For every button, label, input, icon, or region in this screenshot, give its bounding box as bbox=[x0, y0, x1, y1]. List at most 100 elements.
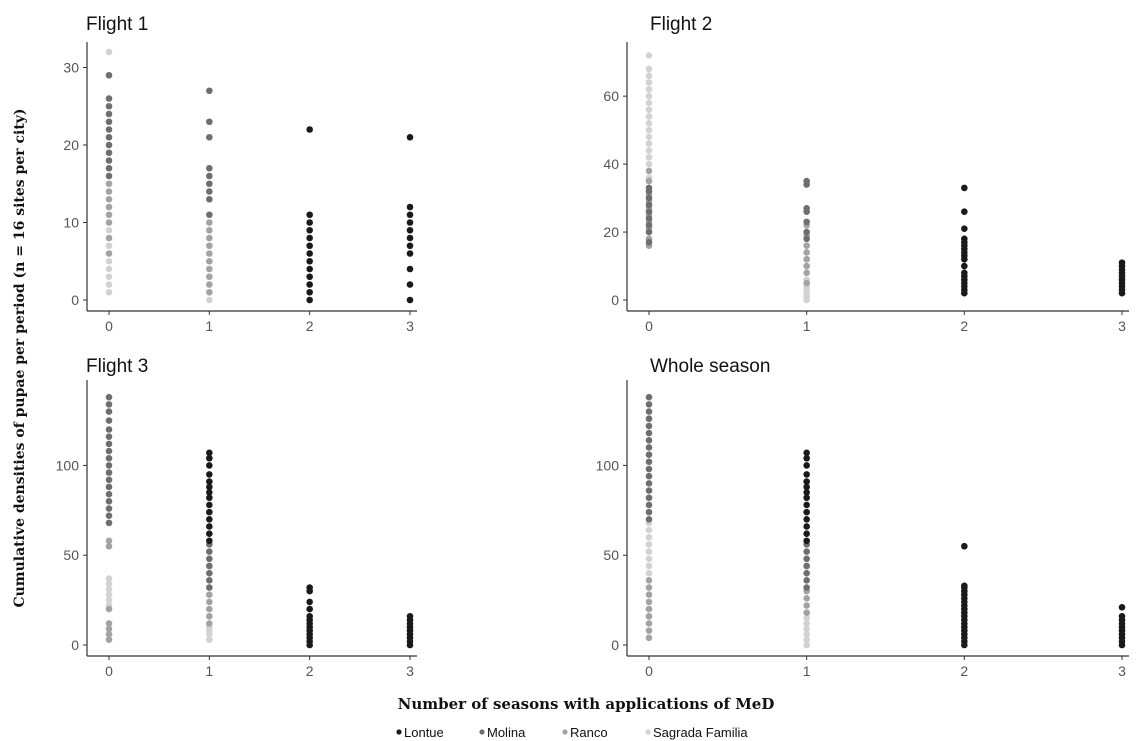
data-point bbox=[645, 562, 653, 570]
data-point bbox=[803, 562, 810, 570]
data-point bbox=[105, 462, 113, 469]
data-point bbox=[803, 584, 810, 591]
data-point bbox=[645, 422, 653, 430]
x-tick-label: 0 bbox=[645, 318, 653, 334]
data-point bbox=[105, 408, 113, 415]
legend-marker bbox=[645, 729, 651, 735]
data-point bbox=[105, 401, 113, 408]
data-point bbox=[105, 126, 113, 133]
data-point bbox=[105, 417, 113, 424]
panel-title: Whole season bbox=[650, 356, 770, 377]
y-tick-label: 50 bbox=[603, 547, 619, 563]
data-point bbox=[206, 234, 213, 242]
data-point bbox=[645, 221, 653, 229]
data-point bbox=[306, 265, 313, 273]
data-point bbox=[105, 605, 113, 613]
data-point bbox=[105, 273, 113, 281]
data-point bbox=[645, 393, 653, 401]
x-tick-label: 3 bbox=[1118, 663, 1126, 679]
data-point bbox=[645, 584, 653, 591]
data-point bbox=[803, 449, 810, 457]
data-point bbox=[645, 444, 653, 451]
series-molina bbox=[105, 71, 213, 219]
data-point bbox=[803, 555, 810, 563]
y-tick-label: 0 bbox=[611, 637, 619, 653]
data-point bbox=[105, 172, 113, 180]
data-point bbox=[645, 140, 653, 148]
data-point bbox=[105, 257, 113, 265]
data-point bbox=[803, 242, 810, 249]
data-point bbox=[645, 208, 653, 215]
data-point bbox=[645, 201, 653, 209]
data-point bbox=[105, 490, 113, 498]
data-point bbox=[645, 106, 653, 114]
panel-1: Flight 1 0 10 20 30 0 1 2 3 bbox=[63, 14, 417, 334]
data-point bbox=[645, 541, 653, 548]
data-point bbox=[105, 48, 113, 56]
data-point bbox=[105, 164, 113, 172]
data-point bbox=[803, 614, 810, 622]
data-point bbox=[406, 203, 414, 211]
data-point bbox=[105, 519, 113, 527]
data-point bbox=[105, 102, 113, 110]
x-tick-label: 3 bbox=[406, 663, 414, 679]
data-point bbox=[803, 569, 810, 577]
data-point bbox=[306, 605, 313, 613]
legend-label: Ranco bbox=[570, 725, 608, 740]
data-point bbox=[306, 296, 313, 304]
data-point bbox=[1118, 259, 1126, 266]
series-lontue bbox=[206, 449, 414, 649]
y-tick-label: 0 bbox=[611, 292, 619, 308]
data-point bbox=[1118, 612, 1126, 620]
data-point bbox=[206, 265, 213, 273]
x-tick-label: 1 bbox=[803, 663, 811, 679]
x-tick-label: 1 bbox=[803, 318, 811, 334]
data-point bbox=[406, 226, 414, 234]
data-point bbox=[105, 393, 113, 401]
data-point bbox=[645, 598, 653, 606]
data-point bbox=[645, 120, 653, 127]
x-tick-label: 1 bbox=[205, 663, 213, 679]
data-point bbox=[645, 184, 653, 192]
data-point bbox=[645, 113, 653, 120]
x-tick-label: 1 bbox=[205, 318, 213, 334]
data-point bbox=[1118, 603, 1126, 611]
data-point bbox=[105, 537, 113, 545]
data-point bbox=[105, 141, 113, 149]
data-point bbox=[961, 262, 968, 270]
data-point bbox=[645, 577, 653, 584]
data-point bbox=[645, 515, 653, 523]
data-point bbox=[105, 440, 113, 448]
data-point bbox=[306, 281, 313, 288]
data-point bbox=[206, 250, 213, 257]
data-point bbox=[105, 596, 113, 604]
data-point bbox=[206, 598, 213, 606]
data-point bbox=[105, 575, 113, 582]
legend-label: Sagrada Familia bbox=[653, 725, 748, 740]
data-point bbox=[206, 257, 213, 265]
legend-marker bbox=[479, 729, 485, 735]
panel-title: Flight 2 bbox=[650, 14, 712, 35]
y-tick-label: 10 bbox=[63, 215, 79, 231]
data-point bbox=[645, 494, 653, 502]
data-point bbox=[961, 582, 968, 590]
legend-item: Ranco bbox=[562, 725, 608, 740]
data-point bbox=[206, 508, 213, 516]
data-point bbox=[105, 149, 113, 157]
data-point bbox=[645, 408, 653, 415]
x-tick-label: 0 bbox=[105, 663, 113, 679]
data-point bbox=[645, 548, 653, 555]
data-point bbox=[105, 636, 113, 643]
data-point bbox=[645, 429, 653, 437]
data-point bbox=[105, 133, 113, 141]
data-point bbox=[645, 401, 653, 408]
data-point bbox=[803, 228, 810, 236]
data-point bbox=[803, 494, 810, 502]
series-ranco bbox=[645, 167, 810, 287]
data-point bbox=[206, 296, 213, 304]
data-point bbox=[803, 454, 810, 462]
data-point bbox=[105, 157, 113, 164]
x-tick-label: 2 bbox=[960, 318, 968, 334]
legend-label: Lontue bbox=[404, 725, 444, 740]
data-point bbox=[961, 225, 968, 232]
